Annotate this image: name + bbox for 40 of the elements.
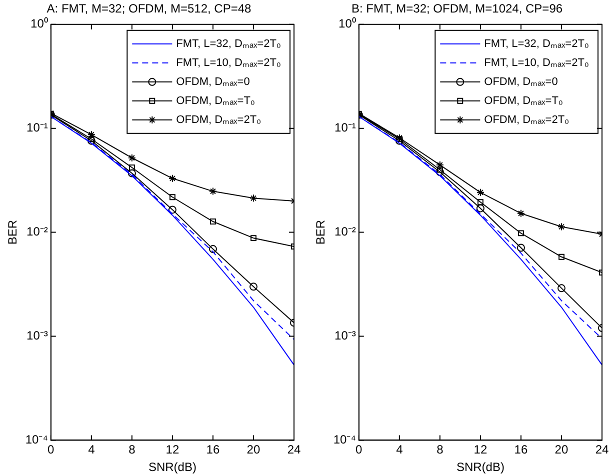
y-tick-label: 10⁻² xyxy=(334,224,356,239)
y-tick-label: 10⁰ xyxy=(30,16,48,31)
legend-label: FMT, L=10, Dₘₐₓ=2T₀ xyxy=(176,56,282,69)
legend-label: FMT, L=32, Dₘₐₓ=2T₀ xyxy=(176,38,282,50)
x-tick-label: 16 xyxy=(206,442,220,457)
x-axis-title: SNR(dB) xyxy=(456,460,504,474)
y-tick-label: 10⁻¹ xyxy=(26,120,48,135)
x-tick-label: 12 xyxy=(166,442,180,457)
legend-label: OFDM, Dₘₐₓ=2T₀ xyxy=(176,114,262,126)
x-tick-label: 24 xyxy=(287,442,301,457)
chart-title: A: FMT, M=32; OFDM, M=512, CP=48 xyxy=(46,2,252,16)
legend-label: OFDM, Dₘₐₓ=0 xyxy=(176,76,250,88)
x-tick-label: 4 xyxy=(396,442,404,457)
x-tick-label: 16 xyxy=(514,442,528,457)
legend-label: FMT, L=10, Dₘₐₓ=2T₀ xyxy=(484,56,590,69)
y-tick-label: 10⁻⁴ xyxy=(25,432,48,447)
x-tick-label: 12 xyxy=(474,442,488,457)
y-tick-label: 10⁻⁴ xyxy=(333,432,356,447)
x-tick-label: 20 xyxy=(246,442,260,457)
y-tick-label: 10⁰ xyxy=(338,16,356,31)
y-tick-label: 10⁻² xyxy=(26,224,48,239)
x-tick-label: 8 xyxy=(128,442,136,457)
legend-label: OFDM, Dₘₐₓ=T₀ xyxy=(176,94,256,107)
x-tick-label: 20 xyxy=(554,442,568,457)
chart-title: B: FMT, M=32; OFDM, M=1024, CP=96 xyxy=(351,2,563,16)
y-tick-label: 10⁻¹ xyxy=(334,120,356,135)
legend-label: FMT, L=32, Dₘₐₓ=2T₀ xyxy=(484,38,590,50)
y-tick-label: 10⁻³ xyxy=(334,328,356,343)
x-tick-label: 8 xyxy=(436,442,444,457)
legend-label: OFDM, Dₘₐₓ=T₀ xyxy=(484,94,564,107)
y-axis-title: BER xyxy=(314,220,328,245)
x-tick-label: 0 xyxy=(356,442,363,457)
y-axis-title: BER xyxy=(6,220,20,245)
legend-label: OFDM, Dₘₐₓ=0 xyxy=(484,76,558,88)
x-tick-label: 4 xyxy=(88,442,96,457)
x-tick-label: 24 xyxy=(595,442,609,457)
x-tick-label: 0 xyxy=(48,442,55,457)
x-axis-title: SNR(dB) xyxy=(148,460,196,474)
legend-label: OFDM, Dₘₐₓ=2T₀ xyxy=(484,114,570,126)
y-tick-label: 10⁻³ xyxy=(26,328,48,343)
